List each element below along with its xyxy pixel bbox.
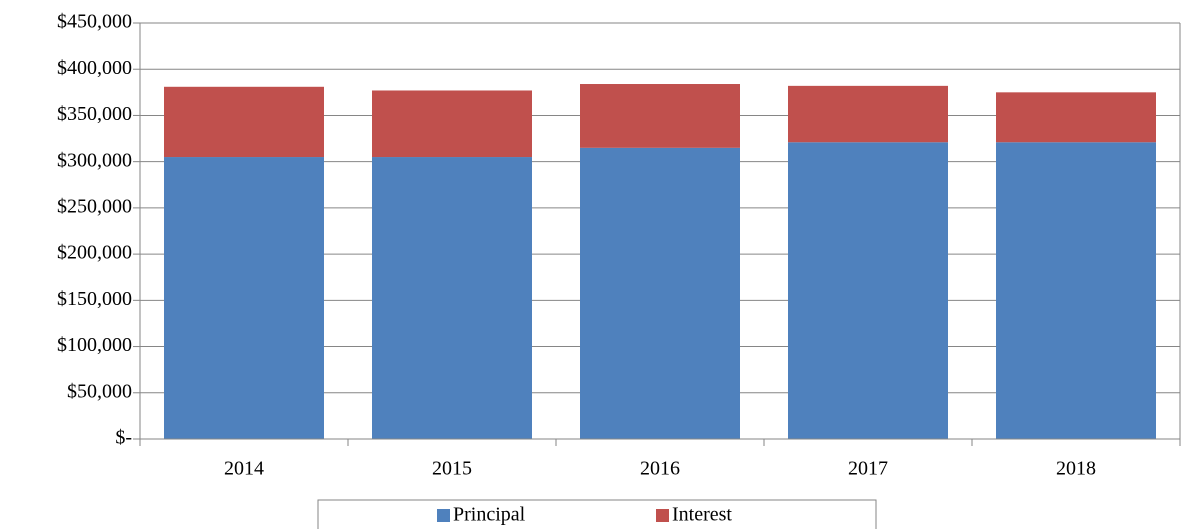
legend-label: Interest (672, 504, 732, 526)
bar-segment (164, 157, 324, 440)
y-tick-label: $100,000 (57, 334, 132, 356)
y-tick-label: $150,000 (57, 288, 132, 310)
x-tick-label: 2018 (1056, 458, 1096, 480)
y-tick-label: $300,000 (57, 149, 132, 171)
bar-segment (580, 84, 740, 148)
bar-segment (580, 147, 740, 440)
y-tick-label: $- (115, 427, 132, 449)
y-tick-label: $50,000 (67, 380, 132, 402)
x-tick-label: 2016 (640, 458, 680, 480)
x-tick-label: 2014 (224, 458, 264, 480)
bar-segment (996, 92, 1156, 143)
bar-segment (996, 142, 1156, 439)
legend-label: Principal (453, 504, 526, 526)
y-tick-label: $200,000 (57, 242, 132, 264)
y-tick-label: $350,000 (57, 103, 132, 125)
bar-segment (164, 86, 324, 158)
y-tick-label: $400,000 (57, 57, 132, 79)
bar-segment (788, 85, 948, 143)
bar-segment (372, 90, 532, 158)
y-tick-label: $250,000 (57, 195, 132, 217)
y-tick-label: $450,000 (57, 11, 132, 33)
x-tick-label: 2017 (848, 458, 888, 480)
bar-segment (788, 142, 948, 439)
legend-swatch (656, 509, 669, 522)
bar-segment (372, 157, 532, 440)
legend-swatch (437, 509, 450, 522)
legend-box (317, 499, 877, 529)
x-tick-label: 2015 (432, 458, 472, 480)
